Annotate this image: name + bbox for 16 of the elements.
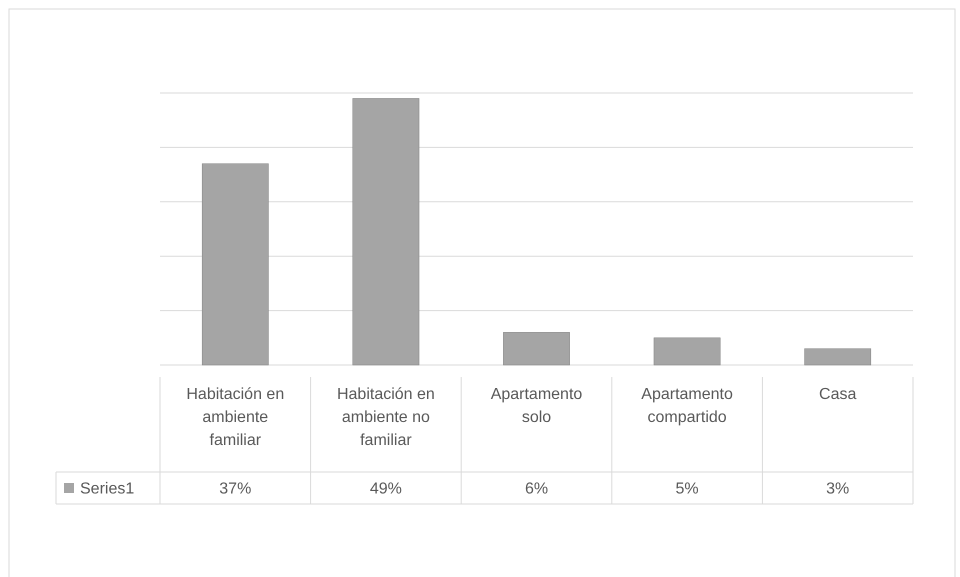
x-tick-label: Casa: [819, 386, 856, 403]
bar: [352, 98, 420, 366]
x-tick-label: Apartamento compartido: [641, 386, 734, 426]
x-tick-label: Habitación en ambiente familiar: [186, 386, 284, 449]
x-tick-label: Habitación en ambiente no familiar: [336, 386, 435, 449]
legend-label: Series1: [80, 480, 134, 498]
data-label: 37%: [219, 480, 252, 498]
x-tick-label: Apartamento solo: [490, 386, 582, 426]
data-label: 49%: [370, 480, 402, 498]
bar: [202, 163, 269, 366]
bar: [503, 332, 570, 366]
data-label: 6%: [524, 480, 548, 498]
bar: [654, 338, 720, 366]
data-label: 3%: [826, 480, 850, 498]
bar: [804, 348, 872, 366]
data-label: 5%: [676, 480, 699, 498]
